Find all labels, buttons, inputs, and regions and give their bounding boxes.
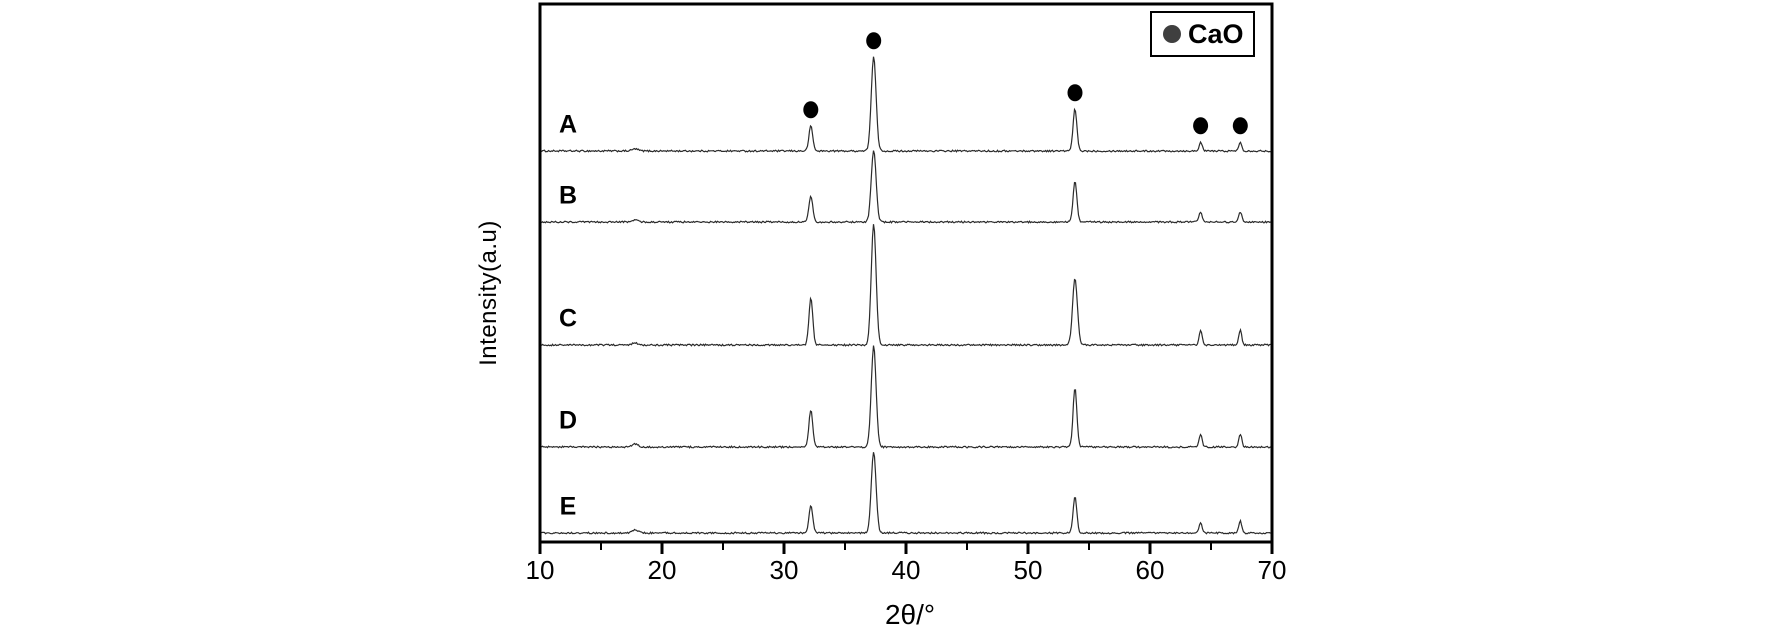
cao-peak-marker [1067,84,1083,102]
trace-line-A [541,56,1271,153]
plot-border [538,2,1274,544]
trace-line-D [541,345,1271,449]
x-tick-label-30: 30 [769,555,799,585]
trace-label-A: A [558,110,578,139]
legend: CaO [1150,11,1255,57]
cao-peak-marker [866,32,882,50]
cao-peak-marker [803,101,819,119]
trace-label-B: B [558,181,578,210]
trace-line-C [541,224,1271,347]
x-tick-label-10: 10 [525,555,555,585]
x-tick-label-40: 40 [891,555,921,585]
x-tick-label-50: 50 [1013,555,1043,585]
trace-line-B [541,150,1271,224]
cao-legend-marker-icon [1163,25,1181,43]
y-axis-title: Intensity(a.u) [475,220,502,366]
x-tick-label-20: 20 [647,555,677,585]
trace-line-E [541,452,1271,535]
trace-label-D: D [558,406,578,435]
cao-peak-marker [1232,117,1248,135]
x-tick-label-60: 60 [1135,555,1165,585]
x-axis-title: 2θ/° [884,599,936,630]
trace-label-C: C [558,304,578,333]
x-tick-label-70: 70 [1257,555,1287,585]
cao-peak-marker [1193,117,1209,135]
trace-label-E: E [559,492,577,521]
legend-label: CaO [1188,18,1244,49]
